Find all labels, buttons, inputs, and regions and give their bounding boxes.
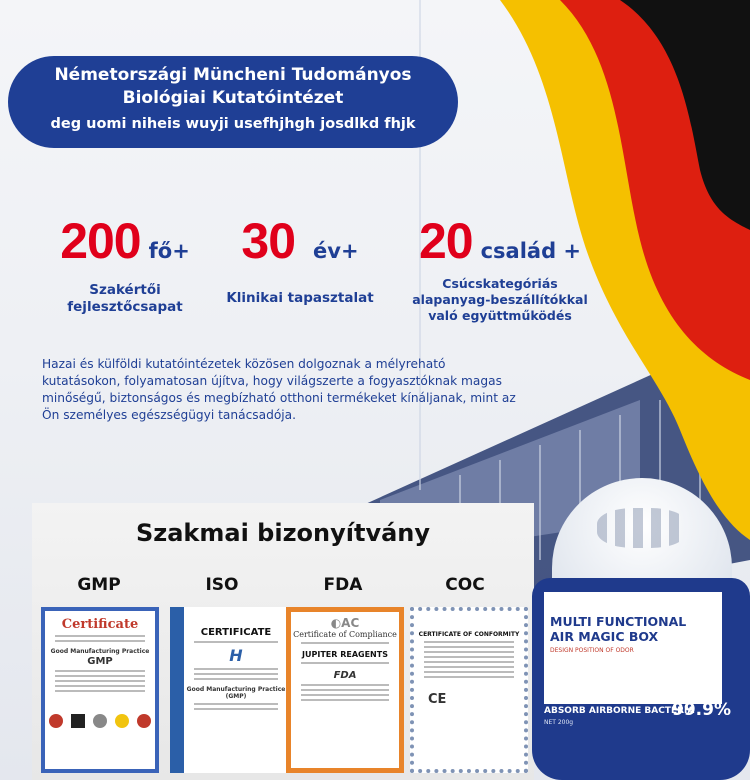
cert-heading: Certificate <box>61 617 139 632</box>
product-claim: ABSORB AIRBORNE BACTERIA <box>544 706 695 716</box>
cert-label-gmp: GMP <box>77 575 121 595</box>
cert-subheading: Good Manufacturing Practice <box>50 648 150 655</box>
cert-label-iso: ISO <box>205 575 239 595</box>
product-tagline: DESIGN POSITION OF ODOR <box>550 647 634 654</box>
banner-title-line1: Németországi Müncheni Tudományos <box>54 65 412 85</box>
product-net-weight: NET 200g <box>544 719 574 726</box>
product-name-line1: MULTI FUNCTIONAL <box>550 614 687 629</box>
certificate-iso: CERTIFICATE H Good Manufacturing Practic… <box>170 607 288 773</box>
certificate-coc: CERTIFICATE OF CONFORMITY CE <box>410 607 528 773</box>
cert-heading: CERTIFICATE OF CONFORMITY <box>418 631 520 638</box>
cert-logo-icon: H <box>229 646 243 665</box>
stat-number: 30 <box>241 213 296 269</box>
stat-unit: család + <box>480 239 582 263</box>
ce-mark: CE <box>428 692 447 707</box>
cert-label-fda: FDA <box>323 575 363 595</box>
cert-seals <box>45 714 155 728</box>
cert-label-coc: COC <box>445 575 485 595</box>
product-air-magic-box: MULTI FUNCTIONAL AIR MAGIC BOX DESIGN PO… <box>530 478 750 780</box>
cert-heading: CERTIFICATE <box>200 627 272 638</box>
stat-suppliers: 20 család + Csúcskategóriás alapanyag-bes… <box>405 212 595 324</box>
cert-code: GMP <box>87 656 113 667</box>
stat-experts: 200 fő+ Szakértői fejlesztőcsapat <box>30 212 220 316</box>
flag-black <box>620 0 750 230</box>
certificate-gmp: Certificate Good Manufacturing Practice … <box>41 607 159 773</box>
description-text: Hazai és külföldi kutatóintézetek közöse… <box>42 357 516 422</box>
product-label: MULTI FUNCTIONAL AIR MAGIC BOX DESIGN PO… <box>544 592 722 704</box>
cert-heading: Certificate of Compliance <box>293 630 397 639</box>
cert-subheading: Good Manufacturing Practice (GMP) <box>186 686 286 700</box>
institute-banner: Németországi Müncheni Tudományos Biológi… <box>8 56 458 148</box>
cert-subheading: JUPITER REAGENTS <box>302 650 388 659</box>
stat-number: 200 <box>60 213 141 269</box>
stat-unit: fő+ <box>148 239 190 263</box>
banner-title-line2: Biológiai Kutatóintézet <box>122 88 344 108</box>
product-name-line2: AIR MAGIC BOX <box>550 629 659 644</box>
banner-subtitle: deg uomi niheis wuyji usefhjhgh josdlkd … <box>50 116 416 132</box>
certifications-title: Szakmai bizonyítvány <box>135 519 431 547</box>
stat-number: 20 <box>418 213 474 269</box>
stat-unit: év+ <box>313 239 359 263</box>
certifications-panel: Szakmai bizonyítvány GMP Certificate Goo… <box>32 503 534 780</box>
jar-body: MULTI FUNCTIONAL AIR MAGIC BOX DESIGN PO… <box>532 578 750 780</box>
stat-label: Csúcskategóriás alapanyag-beszállítókkal… <box>412 276 588 323</box>
stat-years: 30 év+ Klinikai tapasztalat <box>210 212 390 307</box>
stat-label: Szakértői fejlesztőcsapat <box>67 282 183 315</box>
certificate-fda: ◐AC Certificate of Compliance JUPITER RE… <box>286 607 404 773</box>
product-percent: 99.9% <box>672 700 731 720</box>
cert-code: FDA <box>333 670 357 681</box>
cert-logo-icon: ◐AC <box>330 616 360 630</box>
stat-label: Klinikai tapasztalat <box>226 290 374 306</box>
